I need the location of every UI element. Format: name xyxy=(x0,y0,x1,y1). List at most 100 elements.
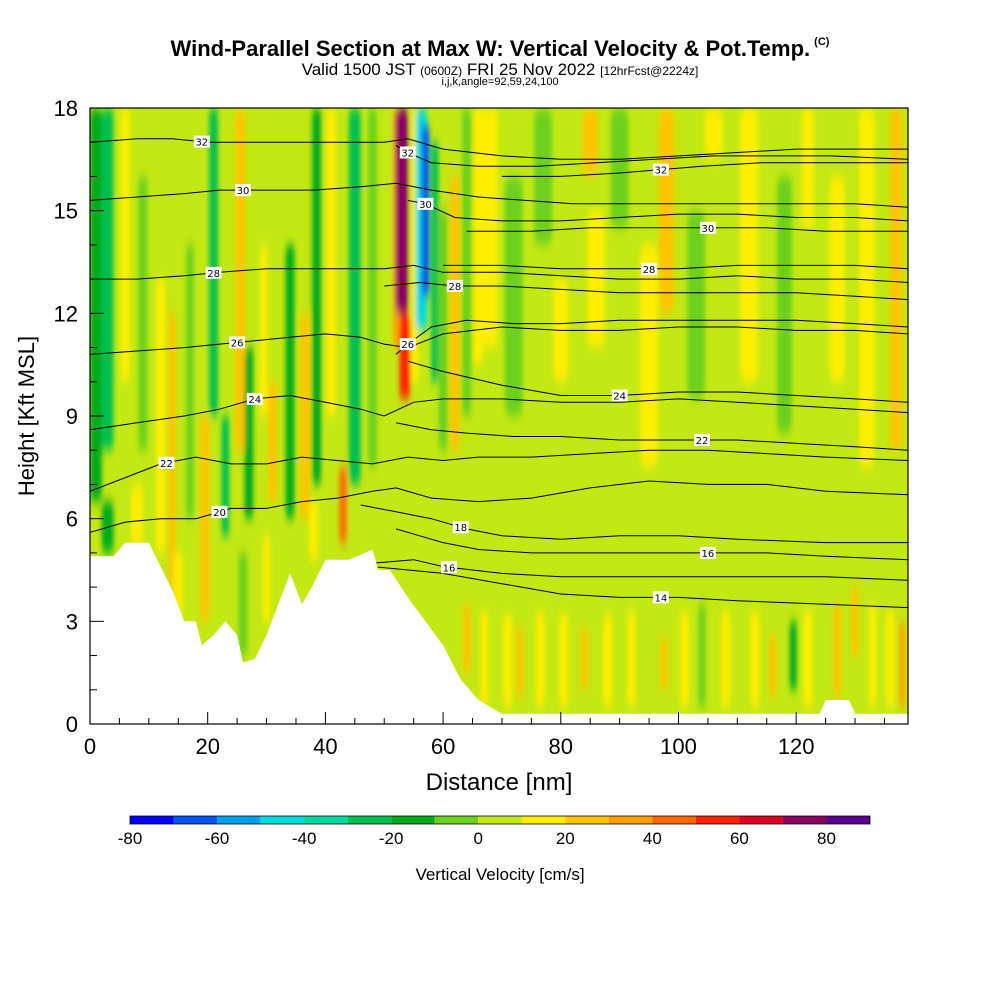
velocity-cell xyxy=(833,604,841,697)
colorbar-tick-label: -40 xyxy=(292,829,317,848)
velocity-cell xyxy=(263,535,271,622)
x-tick-label: 60 xyxy=(431,734,455,759)
isentrope-label-box xyxy=(446,279,463,292)
velocity-cell xyxy=(704,108,723,160)
velocity-cell xyxy=(244,347,254,519)
velocity-cell xyxy=(90,108,102,502)
isentrope-label-box xyxy=(652,163,669,176)
isentrope-label-box xyxy=(399,146,416,159)
velocity-cell xyxy=(679,611,689,707)
x-tick-label: 80 xyxy=(549,734,573,759)
isentrope-line xyxy=(466,227,908,232)
velocity-cell xyxy=(480,611,489,707)
velocity-cell xyxy=(698,604,706,707)
velocity-cell xyxy=(789,621,797,690)
colorbar-bin xyxy=(304,816,348,824)
colorbar-bin xyxy=(130,816,174,824)
velocity-cell xyxy=(627,611,636,707)
colorbar-tick-label: -60 xyxy=(205,829,230,848)
isentrope-label: 16 xyxy=(443,563,456,574)
colorbar-label: Vertical Velocity [cm/s] xyxy=(415,865,584,884)
y-tick-label: 0 xyxy=(66,712,78,737)
velocity-cell xyxy=(131,484,143,547)
velocity-cell xyxy=(582,108,598,177)
colorbar-bin xyxy=(391,816,435,824)
isentrope-label-box xyxy=(652,591,669,604)
plot-area: 14 16 16 18 20 22 22 24 24 26 26 28 28 28 30 30 30 32 32 32 xyxy=(90,108,908,724)
isentropes: 14 16 16 18 20 22 22 24 24 26 26 28 28 28 30 30 30 32 32 32 xyxy=(90,135,908,609)
velocity-cell xyxy=(200,416,210,622)
colorbar-tick-label: -20 xyxy=(379,829,404,848)
colorbar-bin xyxy=(260,816,305,824)
y-axis: 0 3 6 9 12 15 18 Height [Kft MSL] xyxy=(14,96,104,737)
velocity-cell xyxy=(802,108,814,228)
isentrope-label: 20 xyxy=(213,508,226,519)
x-axis: 0 20 40 60 80 100 120 Distance [nm] xyxy=(84,712,885,796)
y-tick-label: 3 xyxy=(66,609,78,634)
isentrope-label: 32 xyxy=(401,148,414,159)
velocity-cell xyxy=(516,628,524,697)
y-tick-label: 18 xyxy=(54,96,78,121)
velocity-cell xyxy=(156,279,166,553)
velocity-cell xyxy=(368,108,377,468)
velocity-cell xyxy=(120,108,130,382)
velocity-cell xyxy=(885,611,895,707)
isentrope-label-box xyxy=(699,221,716,234)
x-axis-label: Distance [nm] xyxy=(426,769,573,796)
velocity-cell xyxy=(859,108,875,468)
x-tick-label: 100 xyxy=(660,734,697,759)
velocity-cell xyxy=(803,611,813,707)
isentrope-label: 30 xyxy=(237,186,250,197)
velocity-cell xyxy=(462,108,472,416)
isentrope-line xyxy=(90,394,908,431)
isentrope-label-box xyxy=(229,336,246,349)
isentrope-label-box xyxy=(193,135,210,148)
velocity-cell xyxy=(659,108,675,314)
isentrope-label: 30 xyxy=(419,200,432,211)
isentrope-label: 24 xyxy=(248,395,261,406)
x-tick-label: 0 xyxy=(84,734,96,759)
velocity-cell xyxy=(348,108,361,485)
velocity-cell xyxy=(238,552,248,656)
isentrope-line xyxy=(407,360,908,403)
velocity-cell xyxy=(168,313,176,588)
velocity-cell xyxy=(482,108,498,348)
velocity-cell xyxy=(209,108,218,416)
isentrope-line xyxy=(443,264,908,270)
valid-time: Valid 1500 JST xyxy=(301,60,416,79)
isentrope-label: 26 xyxy=(231,338,244,349)
velocity-cell xyxy=(777,176,792,434)
colorbar-bin xyxy=(565,816,609,824)
isentrope-line xyxy=(395,422,908,451)
colorbar-bin xyxy=(521,816,566,824)
velocity-cell xyxy=(438,210,448,451)
velocity-cell xyxy=(750,611,760,707)
isentrope-line xyxy=(384,281,908,301)
velocity-cell xyxy=(260,244,268,416)
velocity-cell xyxy=(309,501,319,560)
y-tick-label: 6 xyxy=(66,507,78,532)
velocity-cell xyxy=(869,604,877,707)
forecast-info: [12hrFcst@2224z] xyxy=(600,64,699,78)
velocity-cell xyxy=(473,108,483,365)
velocity-cell xyxy=(463,604,471,673)
isentrope-line xyxy=(360,504,908,544)
velocity-cell xyxy=(395,108,409,314)
x-tick-label: 120 xyxy=(778,734,815,759)
isentrope-label: 16 xyxy=(702,549,715,560)
grid-indices: i,j,k,angle=92,59,24,100 xyxy=(441,76,559,88)
isentrope-label-box xyxy=(641,262,658,275)
isentrope-label: 28 xyxy=(207,269,220,280)
valid-utc: (0600Z) xyxy=(420,64,463,78)
velocity-cell xyxy=(559,614,569,707)
y-tick-label: 12 xyxy=(54,301,78,326)
velocity-cell xyxy=(580,628,588,690)
velocity-cell xyxy=(138,176,148,451)
colorbar-frame xyxy=(129,815,871,825)
colorbar-bin xyxy=(608,816,653,824)
velocity-cell xyxy=(504,176,523,416)
colorbar-bin xyxy=(739,816,783,824)
valid-date: FRI 25 Nov 2022 xyxy=(466,60,596,79)
velocity-cell xyxy=(721,611,730,707)
